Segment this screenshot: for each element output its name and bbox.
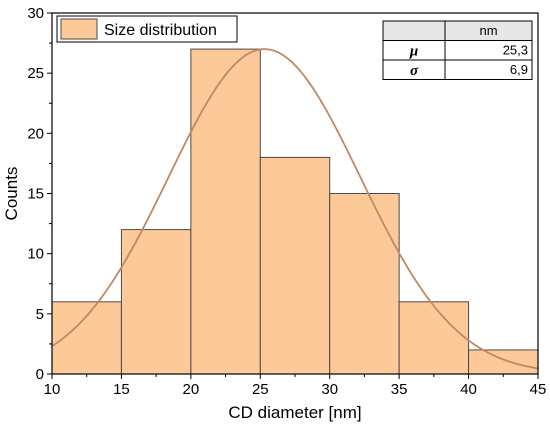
stats-sigma-symbol: σ (410, 63, 419, 79)
normal-fit-curve (51, 48, 539, 370)
histogram-bar (468, 349, 539, 375)
histogram-bar (329, 193, 400, 375)
legend-label: Size distribution (104, 22, 217, 39)
histogram-bar (398, 301, 470, 375)
histogram-bars (51, 48, 539, 375)
stats-table-border (382, 20, 533, 80)
x-tick-label: 45 (530, 381, 547, 398)
y-tick-label: 20 (27, 125, 44, 142)
x-tick-label: 40 (460, 381, 477, 398)
stats-sigma-value: 6,9 (510, 62, 528, 77)
stats-mu-symbol: μ (409, 44, 418, 60)
stats-header-unit: nm (479, 23, 497, 38)
x-axis: 10 15 20 25 30 35 40 45 (44, 374, 547, 398)
x-tick-label: 25 (252, 381, 269, 398)
x-tick-label: 15 (113, 381, 130, 398)
stats-mu-value: 25,3 (503, 43, 528, 58)
x-tick-label: 35 (391, 381, 408, 398)
y-tick-label: 0 (36, 366, 44, 383)
x-tick-label: 20 (183, 381, 200, 398)
stats-header-row (383, 21, 532, 41)
x-tick-label: 30 (321, 381, 338, 398)
x-axis-title: CD diameter [nm] (228, 403, 361, 422)
histogram-bar (259, 156, 331, 375)
histogram-bar (120, 229, 192, 375)
y-tick-label: 15 (27, 186, 44, 203)
y-axis: 0 5 10 15 20 25 30 (27, 5, 52, 383)
y-tick-label: 5 (36, 306, 44, 323)
stats-table: nm μ 25,3 σ 6,9 (382, 20, 533, 80)
y-tick-label: 30 (27, 5, 44, 22)
legend: Size distribution (56, 15, 238, 43)
x-tick-label: 10 (44, 381, 61, 398)
y-axis-title: Counts (2, 167, 21, 221)
y-tick-label: 25 (27, 65, 44, 82)
histogram-bar (190, 48, 261, 375)
y-tick-label: 10 (27, 246, 44, 263)
legend-swatch (60, 18, 98, 40)
